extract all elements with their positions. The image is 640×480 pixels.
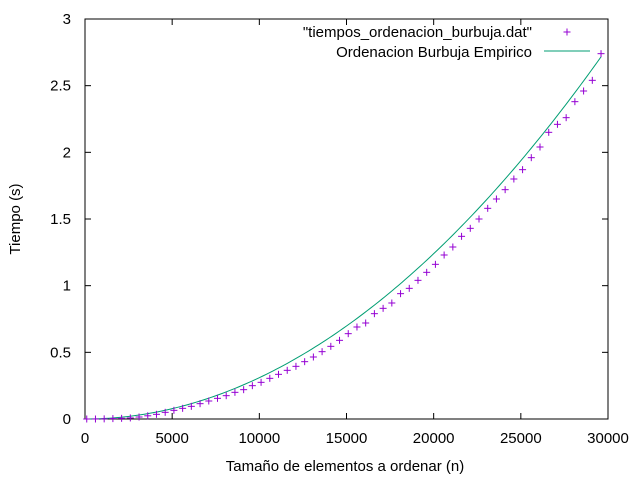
data-point xyxy=(222,392,230,400)
data-point xyxy=(144,412,152,420)
x-tick-label: 25000 xyxy=(500,430,542,447)
y-tick-label: 0 xyxy=(63,411,71,428)
legend-symbols xyxy=(544,28,590,52)
data-point xyxy=(213,394,221,402)
data-point xyxy=(152,410,160,418)
data-point xyxy=(362,319,370,327)
data-point xyxy=(553,120,561,128)
x-tick-label: 0 xyxy=(81,430,89,447)
plot-frame xyxy=(84,18,609,420)
x-tick-label: 20000 xyxy=(413,430,455,447)
data-point xyxy=(527,154,535,162)
legend: "tiempos_ordenacion_burbuja.dat" Ordenac… xyxy=(303,24,590,61)
data-point xyxy=(257,378,265,386)
data-point xyxy=(449,243,457,251)
legend-points-symbol xyxy=(563,28,571,36)
data-point xyxy=(388,299,396,307)
data-point xyxy=(458,232,466,240)
data-point xyxy=(318,348,326,356)
data-point xyxy=(187,402,195,410)
data-point xyxy=(336,336,344,344)
y-tick-label: 2 xyxy=(63,144,71,161)
data-point xyxy=(379,304,387,312)
data-point xyxy=(126,414,134,422)
y-tick-label: 3 xyxy=(63,11,71,28)
x-axis-ticks: 0 5000 10000 15000 20000 25000 30000 xyxy=(81,19,629,447)
y-tick-label: 1 xyxy=(63,278,71,295)
data-point xyxy=(240,386,248,394)
data-point xyxy=(370,310,378,318)
data-point xyxy=(423,268,431,276)
data-point xyxy=(597,50,605,58)
data-point xyxy=(344,330,352,338)
data-point xyxy=(562,114,570,122)
data-point xyxy=(440,251,448,259)
data-point xyxy=(301,358,309,366)
data-point xyxy=(327,342,335,350)
data-point xyxy=(484,204,492,212)
data-point xyxy=(466,224,474,232)
data-point xyxy=(397,290,405,298)
data-point xyxy=(283,366,291,374)
x-axis-title: Tamaño de elementos a ordenar (n) xyxy=(226,458,464,475)
data-point xyxy=(353,323,361,331)
data-point xyxy=(588,76,596,84)
x-tick-label: 10000 xyxy=(238,430,280,447)
data-point xyxy=(135,413,143,421)
data-point xyxy=(519,166,527,174)
data-point xyxy=(292,362,300,370)
y-axis-title: Tiempo (s) xyxy=(7,183,24,254)
data-point xyxy=(100,415,108,423)
data-point xyxy=(83,415,91,423)
data-point xyxy=(492,195,500,203)
data-point xyxy=(501,186,509,194)
data-point xyxy=(109,415,117,423)
data-point xyxy=(510,175,518,183)
data-point xyxy=(179,404,187,412)
data-point xyxy=(431,260,439,268)
data-point xyxy=(580,87,588,95)
data-point xyxy=(414,276,422,284)
y-tick-label: 2.5 xyxy=(50,78,71,95)
series-layer xyxy=(83,50,605,423)
data-point xyxy=(91,415,99,423)
legend-points-label: "tiempos_ordenacion_burbuja.dat" xyxy=(303,24,532,41)
series-line-empirico xyxy=(84,56,602,420)
data-point xyxy=(118,414,126,422)
legend-line-label: Ordenacion Burbuja Empirico xyxy=(336,44,532,61)
x-tick-label: 15000 xyxy=(326,430,368,447)
y-tick-label: 1.5 xyxy=(50,211,71,228)
data-point xyxy=(536,143,544,151)
data-point xyxy=(248,382,256,390)
data-point xyxy=(266,374,274,382)
data-point xyxy=(405,284,413,292)
data-point xyxy=(475,215,483,223)
data-point xyxy=(545,128,553,136)
x-tick-label: 5000 xyxy=(155,430,188,447)
data-point xyxy=(196,400,204,408)
x-tick-label: 30000 xyxy=(587,430,629,447)
y-tick-label: 0.5 xyxy=(50,344,71,361)
data-point xyxy=(231,388,239,396)
y-axis-ticks: 0 0.5 1 1.5 2 2.5 3 xyxy=(50,11,608,428)
data-point xyxy=(161,408,169,416)
data-point xyxy=(571,98,579,106)
data-point xyxy=(205,397,213,405)
data-point xyxy=(309,353,317,361)
data-point xyxy=(170,406,178,414)
data-point xyxy=(275,370,283,378)
